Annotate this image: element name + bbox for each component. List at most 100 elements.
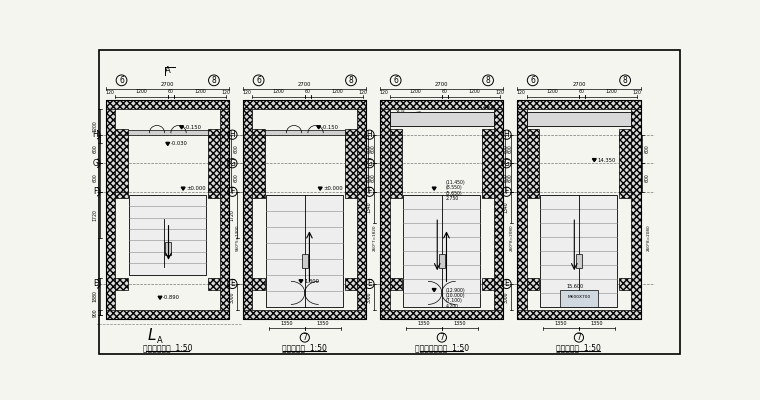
Bar (345, 186, 357, 198)
Bar (252, 135, 264, 192)
Bar (252, 128, 264, 141)
Text: 2700: 2700 (572, 82, 586, 86)
Text: 底空层平面图  1:50: 底空层平面图 1:50 (143, 344, 192, 353)
Bar (266, 195, 344, 307)
Text: E: E (230, 280, 235, 288)
Text: -2%: -2% (395, 108, 405, 113)
Text: 120: 120 (380, 90, 388, 95)
Text: 1350: 1350 (417, 321, 430, 326)
Text: 2700: 2700 (161, 82, 175, 86)
Text: 1200: 1200 (606, 89, 617, 94)
Bar (380, 100, 389, 319)
Bar (619, 135, 632, 192)
Text: 600: 600 (644, 173, 649, 182)
Text: A: A (165, 66, 170, 75)
Text: 1200: 1200 (547, 89, 559, 94)
Text: 2.750: 2.750 (445, 196, 459, 201)
Text: 600: 600 (508, 173, 512, 182)
Bar (116, 278, 128, 290)
Bar (252, 186, 264, 198)
Text: F: F (505, 187, 508, 196)
Text: 1350: 1350 (280, 321, 293, 326)
Text: H: H (366, 130, 372, 139)
Text: 60: 60 (305, 89, 311, 94)
Text: 6: 6 (256, 76, 261, 85)
Text: (10.000): (10.000) (445, 293, 465, 298)
Text: (7.100): (7.100) (445, 298, 463, 303)
Text: -0.030: -0.030 (171, 142, 188, 146)
Bar (129, 195, 206, 275)
Bar (404, 195, 480, 307)
Text: 3000: 3000 (367, 291, 372, 303)
Text: 600: 600 (370, 173, 375, 182)
Polygon shape (299, 280, 303, 283)
Bar (106, 100, 230, 109)
Bar (439, 254, 445, 268)
Bar (106, 100, 116, 319)
Text: 60: 60 (579, 89, 585, 94)
Bar (302, 254, 308, 268)
Bar (116, 135, 128, 192)
Bar (619, 186, 632, 198)
Bar (518, 100, 527, 319)
Text: 8: 8 (622, 76, 628, 85)
Text: 4.200: 4.200 (445, 304, 459, 309)
Text: 120: 120 (517, 90, 526, 95)
Bar (165, 242, 171, 255)
Bar (116, 186, 128, 198)
Text: G: G (230, 159, 236, 168)
Text: 1200: 1200 (273, 89, 284, 94)
Text: E: E (504, 280, 509, 288)
Text: F: F (230, 187, 235, 196)
Text: E: E (93, 280, 98, 288)
Text: F: F (93, 187, 97, 196)
Polygon shape (432, 187, 436, 190)
Bar (207, 128, 220, 141)
Text: 600: 600 (367, 173, 372, 182)
Text: 8: 8 (211, 76, 217, 85)
Bar (619, 128, 632, 141)
Text: 1720: 1720 (93, 209, 98, 221)
Bar (207, 135, 220, 192)
Polygon shape (166, 142, 169, 146)
Bar (389, 112, 494, 126)
Bar (106, 100, 230, 319)
Text: 六层平面图  1:50: 六层平面图 1:50 (556, 344, 601, 353)
Text: H: H (230, 130, 236, 139)
Polygon shape (432, 288, 436, 292)
Text: G: G (504, 159, 509, 168)
Text: 6: 6 (393, 76, 398, 85)
Bar (527, 186, 539, 198)
Text: 120: 120 (358, 90, 367, 95)
Bar (252, 278, 264, 290)
Bar (116, 128, 128, 141)
Text: F: F (367, 187, 372, 196)
Text: L: L (148, 328, 157, 344)
Text: H: H (93, 130, 98, 139)
Text: 1.300: 1.300 (304, 279, 319, 284)
Bar (389, 128, 402, 141)
Text: 1350: 1350 (591, 321, 603, 326)
Bar (518, 100, 641, 319)
Text: -0.150: -0.150 (185, 125, 201, 130)
Bar (482, 186, 494, 198)
Bar (527, 112, 632, 126)
Text: 1340: 1340 (367, 201, 372, 213)
Text: 15.600: 15.600 (566, 284, 584, 289)
Text: 120: 120 (242, 90, 252, 95)
Bar (559, 290, 598, 307)
Text: (11.450): (11.450) (445, 180, 465, 185)
Text: 120: 120 (632, 90, 641, 95)
Text: 1200: 1200 (410, 89, 422, 94)
Polygon shape (181, 187, 185, 190)
Bar (576, 254, 582, 268)
Bar (207, 278, 220, 290)
Polygon shape (317, 126, 321, 129)
Text: 120: 120 (106, 90, 115, 95)
Text: ±0.000: ±0.000 (186, 186, 206, 191)
Text: 1340: 1340 (504, 201, 509, 213)
Text: 7: 7 (577, 333, 581, 342)
Text: 1200: 1200 (195, 89, 206, 94)
Text: 14.350: 14.350 (597, 158, 616, 163)
Polygon shape (318, 187, 322, 190)
